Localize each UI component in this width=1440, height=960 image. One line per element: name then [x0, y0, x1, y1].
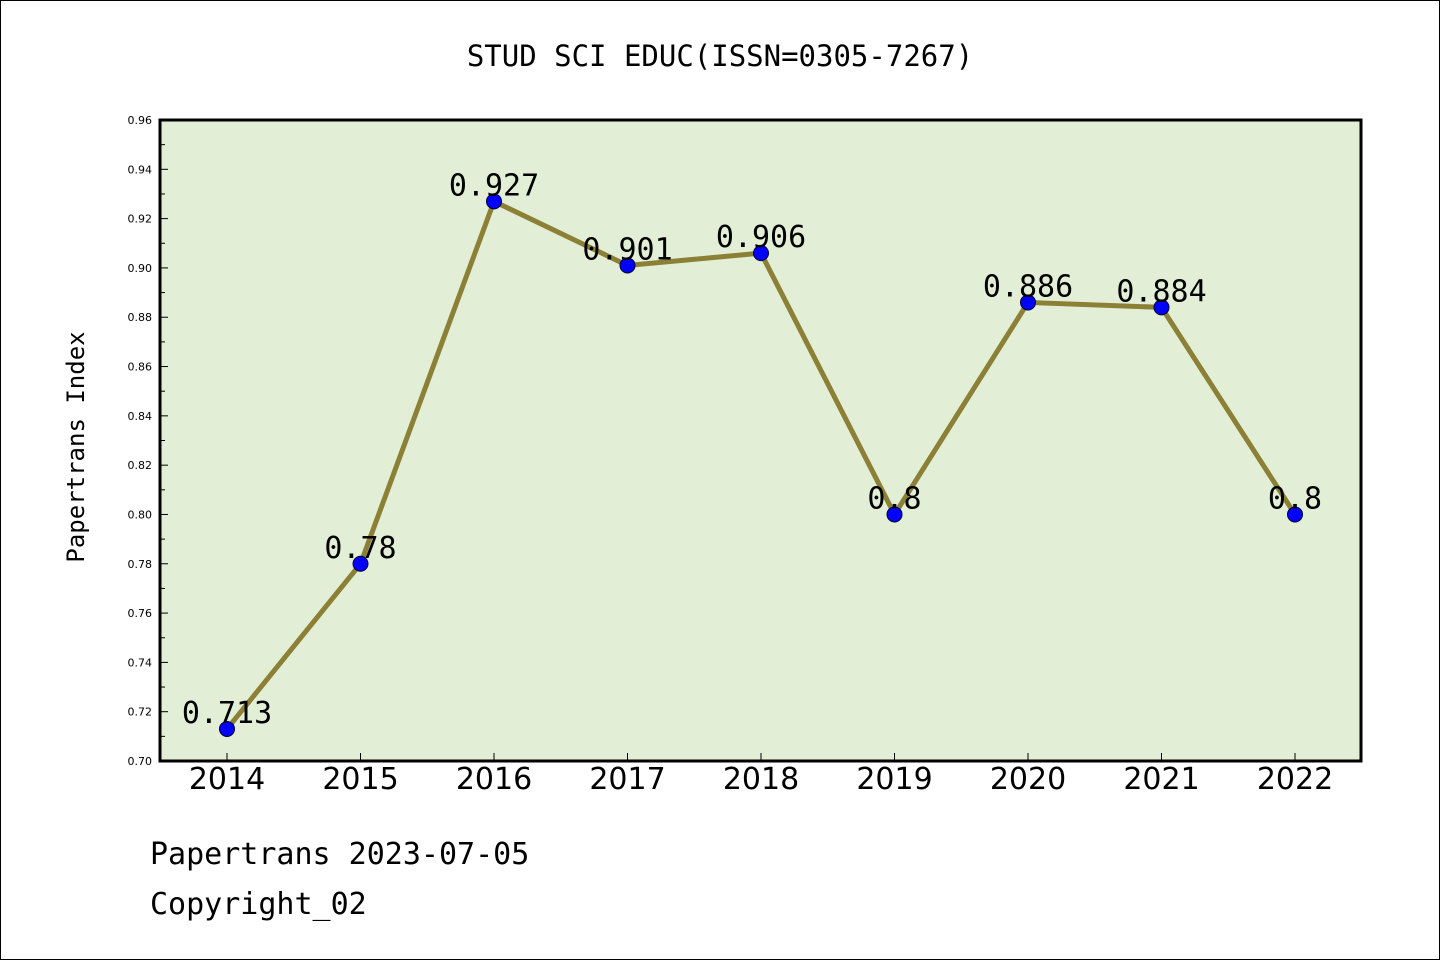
data-label: 0.884	[1116, 274, 1206, 309]
y-tick-label: 0.86	[128, 361, 153, 374]
footer-copyright: Copyright_02	[150, 887, 367, 922]
data-label: 0.8	[867, 481, 921, 516]
y-tick-label: 0.70	[128, 755, 153, 768]
x-tick-label: 2022	[1257, 762, 1333, 797]
y-tick-label: 0.88	[128, 311, 153, 324]
data-label: 0.901	[582, 232, 672, 267]
data-label: 0.8	[1268, 481, 1322, 516]
y-tick-label: 0.82	[128, 459, 153, 472]
y-tick-label: 0.72	[128, 706, 153, 719]
plot-area	[160, 120, 1361, 761]
y-tick-label: 0.84	[128, 410, 153, 423]
data-label: 0.886	[983, 269, 1073, 304]
footer-date: Papertrans 2023-07-05	[150, 837, 529, 872]
x-tick-label: 2018	[723, 762, 799, 797]
x-tick-label: 2017	[589, 762, 665, 797]
x-tick-label: 2014	[189, 762, 265, 797]
y-tick-label: 0.92	[128, 213, 153, 226]
y-tick-label: 0.76	[128, 607, 153, 620]
y-tick-label: 0.90	[128, 262, 153, 275]
y-tick-label: 0.74	[128, 656, 153, 669]
x-axis: 2014 2015 2016 2017 2018 2019 2020 2021 2022	[189, 753, 1333, 797]
line-chart: STUD SCI EDUC(ISSN=0305-7267) 0.70 0.72 0.…	[0, 0, 1440, 960]
x-tick-label: 2019	[856, 762, 932, 797]
y-tick-label: 0.94	[128, 163, 153, 176]
y-axis-label: Papertrans Index	[62, 331, 90, 562]
x-tick-label: 2020	[990, 762, 1066, 797]
data-label: 0.906	[716, 220, 806, 255]
data-label: 0.927	[449, 168, 539, 203]
y-tick-label: 0.78	[128, 558, 153, 571]
x-tick-label: 2016	[456, 762, 532, 797]
chart-title: STUD SCI EDUC(ISSN=0305-7267)	[467, 39, 973, 73]
y-tick-label: 0.96	[128, 114, 153, 127]
y-tick-label: 0.80	[128, 508, 153, 521]
data-label: 0.78	[324, 531, 396, 566]
x-tick-label: 2015	[322, 762, 398, 797]
data-label: 0.713	[182, 696, 272, 731]
x-tick-label: 2021	[1123, 762, 1199, 797]
